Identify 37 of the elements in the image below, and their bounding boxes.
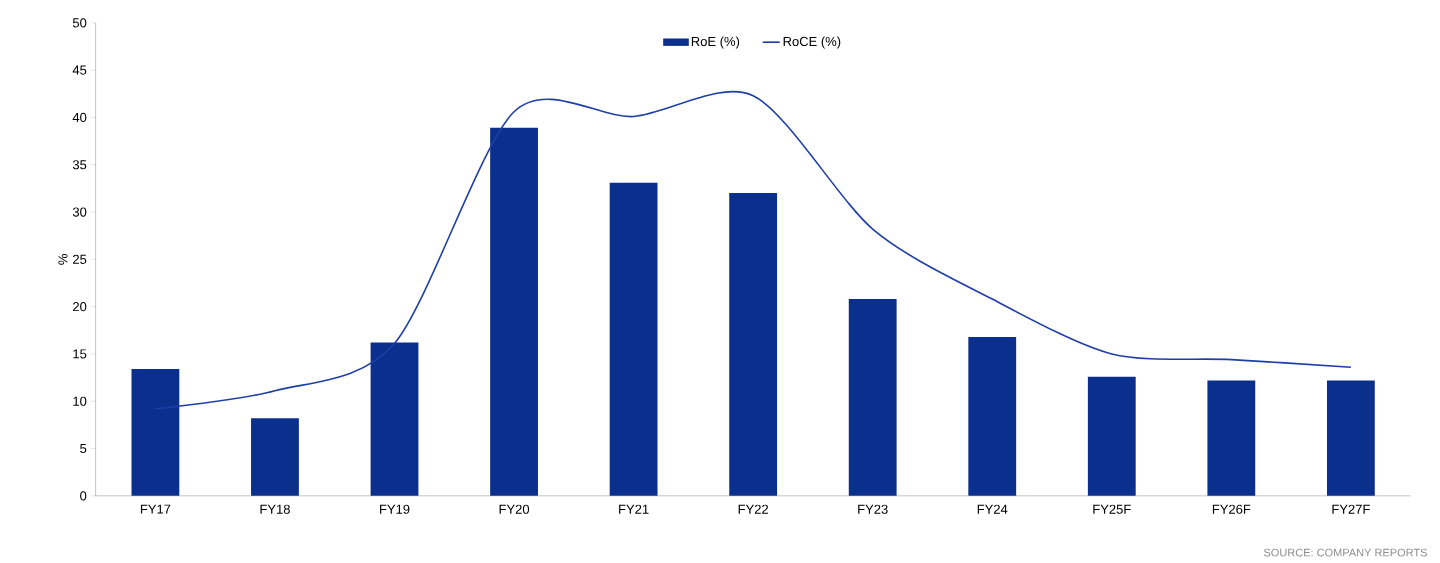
x-tick-label: FY23 <box>858 504 888 514</box>
y-tick-label: 0 <box>80 491 87 501</box>
y-tick-label: 50 <box>72 18 87 28</box>
x-tick-label: FY19 <box>380 504 410 514</box>
bar <box>370 342 419 496</box>
x-tick-label: FY26F <box>1212 504 1251 514</box>
y-tick-label: 30 <box>72 207 87 217</box>
y-tick-label: 35 <box>72 160 87 170</box>
bar <box>968 336 1017 496</box>
y-axis-title: % <box>58 254 68 265</box>
y-tick-label: 15 <box>73 349 87 359</box>
bar <box>1087 376 1136 496</box>
x-tick-label: FY21 <box>619 504 649 514</box>
bar <box>1207 380 1256 496</box>
bar <box>131 369 180 496</box>
x-tick-label: FY22 <box>738 504 769 514</box>
y-tick-label: 40 <box>72 112 87 123</box>
y-tick-label: 45 <box>72 65 87 75</box>
y-tick-label: 20 <box>73 302 87 312</box>
y-tick-label: 25 <box>73 254 87 264</box>
x-tick-label: FY24 <box>977 504 1008 514</box>
bar <box>1326 380 1375 496</box>
y-tick-label: 10 <box>73 396 87 406</box>
bar <box>251 418 299 496</box>
legend-label: RoE (%) <box>691 36 740 49</box>
x-tick-label: FY20 <box>499 504 530 514</box>
y-tick-label: 5 <box>80 444 87 454</box>
x-tick-label: FY17 <box>140 504 171 514</box>
bar <box>490 127 538 496</box>
x-tick-label: FY25F <box>1093 504 1131 514</box>
x-tick-label: FY18 <box>260 504 290 514</box>
bar <box>729 193 778 496</box>
legend-label: RoCE (%) <box>783 36 841 49</box>
x-tick-label: FY27F <box>1332 504 1370 514</box>
source-note: SOURCE: COMPANY REPORTS <box>1263 548 1427 557</box>
bar <box>609 182 658 496</box>
bar <box>848 299 897 496</box>
